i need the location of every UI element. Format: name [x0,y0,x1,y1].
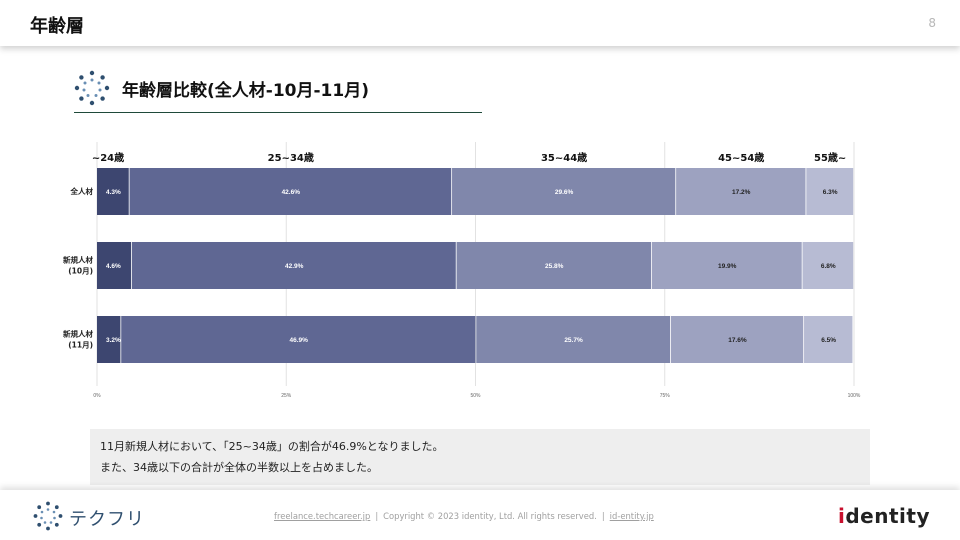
data-label: 46.9% [290,337,309,344]
bar-segment [804,316,853,363]
bar-segment [97,316,121,363]
data-label: 17.2% [732,189,751,196]
footer-link-identity[interactable]: id-entity.jp [609,511,654,521]
bar-segment [129,168,452,215]
note-box: 11月新規人材において、「25~34歳」の割合が46.9%となりました。 また、… [90,429,870,485]
data-label: 17.6% [728,337,747,344]
data-label: 29.6% [555,189,574,196]
series-header: ~24歳 [92,151,124,164]
series-header: 25~34歳 [268,151,314,164]
bar-segment [121,316,476,363]
data-label: 42.9% [285,263,304,270]
bar-segment [670,316,804,363]
x-tick-label: 25% [281,393,292,399]
identity-logo: identity [838,504,930,528]
x-tick-label: 100% [848,393,861,399]
series-header: 35~44歳 [541,151,587,164]
note-line-2: また、34歳以下の合計が全体の半数以上を占めました。 [100,461,378,474]
note-line-1: 11月新規人材において、「25~34歳」の割合が46.9%となりました。 [100,440,444,453]
x-tick-label: 75% [660,393,671,399]
data-label: 42.6% [282,189,301,196]
footer-logo-text: テクフリ [69,509,145,530]
category-label: 新規人材 [63,255,93,265]
page-header: 年齢層 8 [0,0,960,46]
bar-segment [802,242,854,289]
section-title: 年齢層比較(全人材-10月-11月) [122,81,369,101]
bar-segment [452,168,676,215]
category-label: (10月) [68,267,93,276]
x-tick-label: 50% [470,393,481,399]
category-label: 全人材 [70,186,94,196]
page-title: 年齢層 [30,16,84,37]
bar-segment [676,168,806,215]
data-label: 25.7% [564,337,583,344]
dot-circle-icon [74,70,110,106]
series-header: 55歳~ [814,151,846,164]
footer-link-techcareer[interactable]: freelance.techcareer.jp [274,511,371,521]
bar-segment [651,242,802,289]
category-label: (11月) [68,341,93,350]
bar-segment [806,168,854,215]
bar-segment [476,316,671,363]
data-label: 6.5% [821,337,836,344]
bar-segment [456,242,652,289]
footer-info: freelance.techcareer.jp | Copyright © 2023… [274,511,654,521]
page-footer: テクフリ freelance.techcareer.jp | Copyright ©… [0,490,960,540]
data-label: 19.9% [718,263,737,270]
series-header: 45~54歳 [718,151,764,164]
section-heading: 年齢層比較(全人材-10月-11月) [74,68,482,113]
bar-segment [97,168,129,215]
data-label: 25.8% [545,263,564,270]
bar-segment [131,242,456,289]
footer-copyright: Copyright © 2023 identity, Ltd. All righ… [383,511,597,521]
data-label: 4.3% [106,189,121,196]
x-tick-label: 0% [93,393,101,399]
data-label: 4.6% [106,263,121,270]
category-label: 新規人材 [63,329,93,339]
data-label: 3.2% [106,337,121,344]
data-label: 6.8% [821,263,836,270]
page-number: 8 [928,16,936,30]
bar-segment [97,242,132,289]
techfuri-logo-icon [33,501,63,531]
data-label: 6.3% [823,189,838,196]
